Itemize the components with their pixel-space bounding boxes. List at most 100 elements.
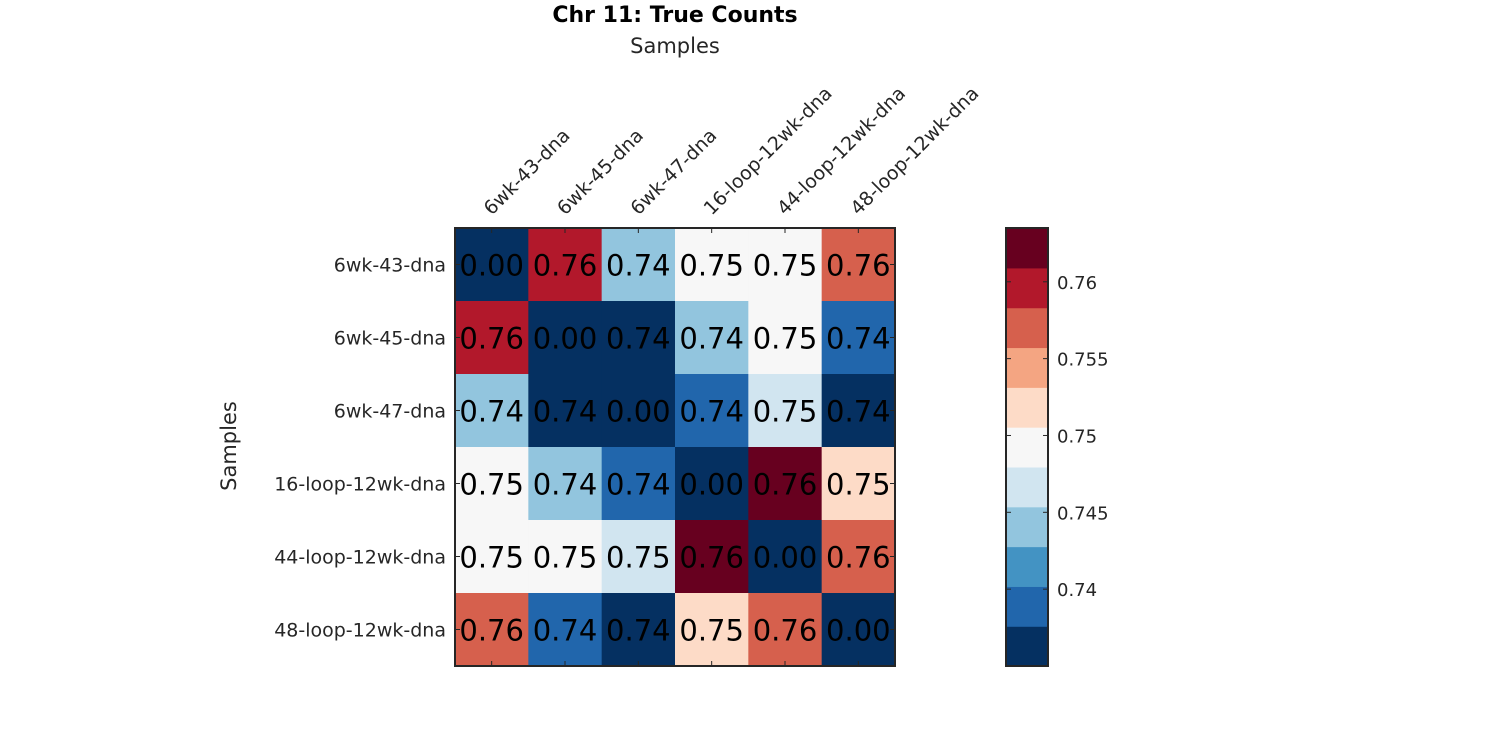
heatmap-cell	[748, 374, 823, 448]
chart-title: Chr 11: True Counts	[552, 3, 797, 28]
heatmap-cell	[675, 228, 749, 302]
x-tick-label: 16-loop-12wk-dna	[700, 82, 837, 219]
colorbar-tick-label: 0.74	[1057, 580, 1097, 601]
heatmap-cell	[455, 593, 529, 667]
y-tick-label: 6wk-45-dna	[334, 328, 446, 350]
colorbar-tick-label: 0.745	[1057, 503, 1109, 524]
cell-value-label: 0.76	[753, 614, 818, 648]
colorbar-band	[1006, 626, 1048, 667]
heatmap-cell	[821, 228, 896, 302]
cell-value-label: 0.75	[679, 249, 744, 283]
cell-value-label: 0.74	[679, 322, 744, 356]
cell-value-label: 0.76	[826, 541, 891, 575]
y-axis-label: Samples	[217, 401, 241, 491]
colorbar-band	[1006, 466, 1048, 508]
cell-value-label: 0.74	[606, 322, 671, 356]
heatmap-cell	[455, 301, 529, 375]
cell-value-label: 0.00	[533, 322, 598, 356]
heatmap-cell	[748, 520, 823, 594]
heatmap-cell	[748, 301, 823, 375]
y-tick-labels: 6wk-43-dna 6wk-45-dna 6wk-47-dna 16-loop-12…	[274, 255, 446, 642]
colorbar-tick-label: 0.755	[1057, 350, 1109, 371]
heatmap-cell	[455, 374, 529, 448]
cell-value-label: 0.74	[606, 249, 671, 283]
heatmap-cell	[748, 228, 823, 302]
heatmap-cell	[601, 301, 676, 375]
heatmap-cell	[528, 374, 603, 448]
colorbar-tick-label: 0.76	[1057, 273, 1097, 294]
x-tick-labels: 6wk-43-dna6wk-45-dna6wk-47-dna16-loop-12…	[480, 82, 984, 219]
cell-value-label: 0.74	[459, 395, 524, 429]
heatmap-cell	[821, 447, 896, 521]
y-tick-label: 44-loop-12wk-dna	[274, 547, 446, 569]
heatmap-cell	[455, 228, 529, 302]
y-tick-label: 16-loop-12wk-dna	[274, 474, 446, 496]
cell-value-label: 0.75	[459, 541, 524, 575]
cell-value-label: 0.74	[533, 614, 598, 648]
heatmap-cell	[748, 593, 823, 667]
heatmap-cell	[821, 301, 896, 375]
cell-labels: 0.00 0.76 0.74 0.75 0.75 0.760.76 0.00 0.74 0.74…	[459, 249, 890, 648]
cell-value-label: 0.76	[459, 322, 524, 356]
cell-value-label: 0.75	[533, 541, 598, 575]
x-tick-label: 48-loop-12wk-dna	[846, 82, 983, 219]
heatmap-cell	[821, 520, 896, 594]
heatmap-cell	[601, 447, 676, 521]
colorbar-band	[1006, 347, 1048, 388]
cell-value-label: 0.76	[753, 468, 818, 502]
heatmap-cell	[601, 374, 676, 448]
heatmap-cell	[675, 593, 749, 667]
colorbar-band	[1006, 387, 1048, 428]
cell-value-label: 0.75	[753, 322, 818, 356]
heatmap-cell	[675, 374, 749, 448]
colorbar-band	[1006, 427, 1048, 468]
cell-value-label: 0.74	[606, 468, 671, 502]
cell-value-label: 0.74	[679, 395, 744, 429]
cell-value-label: 0.74	[826, 395, 891, 429]
heatmap-cell	[455, 520, 529, 594]
heatmap-cells	[455, 228, 896, 667]
cell-value-label: 0.74	[826, 322, 891, 356]
heatmap-cell	[601, 520, 676, 594]
cell-value-label: 0.75	[459, 468, 524, 502]
heatmap-cell	[528, 520, 603, 594]
cell-value-label: 0.00	[753, 541, 818, 575]
colorbar-band	[1006, 267, 1048, 309]
cell-value-label: 0.74	[533, 468, 598, 502]
heatmap-cell	[528, 593, 603, 667]
heatmap-cell	[601, 228, 676, 302]
cell-value-label: 0.76	[679, 541, 744, 575]
cell-value-label: 0.00	[679, 468, 744, 502]
heatmap-cell	[821, 374, 896, 448]
cell-value-label: 0.76	[533, 249, 598, 283]
colorbar-frame	[1005, 227, 1049, 667]
cell-value-label: 0.75	[753, 395, 818, 429]
heatmap-cell	[528, 228, 603, 302]
cell-value-label: 0.76	[459, 614, 524, 648]
colorbar-tick-label: 0.75	[1057, 426, 1097, 447]
cell-value-label: 0.00	[459, 249, 524, 283]
colorbar-band	[1006, 546, 1048, 587]
heatmap-cell	[821, 593, 896, 667]
x-axis-label: Samples	[630, 34, 720, 58]
cell-value-label: 0.00	[826, 614, 891, 648]
cell-value-label: 0.75	[753, 249, 818, 283]
colorbar-tick-labels: 0.74 0.745 0.75 0.755 0.76	[1057, 273, 1109, 601]
heatmap-cell	[748, 447, 823, 521]
cell-value-label: 0.76	[826, 249, 891, 283]
colorbar-band	[1006, 228, 1048, 269]
heatmap-cell	[675, 301, 749, 375]
cell-value-label: 0.75	[606, 541, 671, 575]
y-tick-label: 48-loop-12wk-dna	[274, 620, 446, 642]
y-tick-label: 6wk-43-dna	[334, 255, 446, 277]
colorbar-band	[1006, 586, 1048, 627]
heatmap-cell	[675, 447, 749, 521]
heatmap-cell	[675, 520, 749, 594]
colorbar-band	[1006, 307, 1048, 349]
y-tick-label: 6wk-47-dna	[334, 401, 446, 423]
x-tick-label: 44-loop-12wk-dna	[773, 82, 910, 219]
heatmap-cell	[528, 447, 603, 521]
cell-value-label: 0.74	[606, 614, 671, 648]
cell-value-label: 0.75	[826, 468, 891, 502]
